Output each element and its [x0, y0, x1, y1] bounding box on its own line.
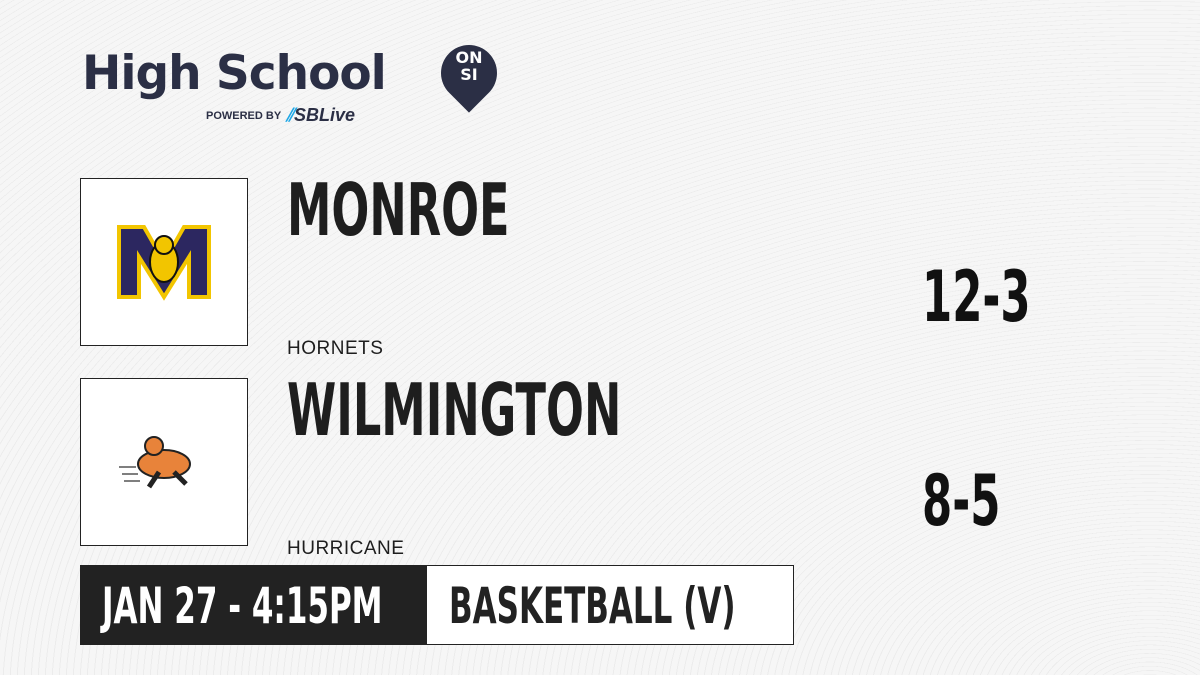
game-datetime: JAN 27 - 4:15PM [80, 565, 426, 645]
away-team-name: WILMINGTON [287, 368, 622, 452]
partner-logo: ⫽SBLive [286, 105, 355, 126]
away-team-mascot: HURRICANE [287, 538, 405, 559]
home-team-name: MONROE [287, 168, 510, 252]
away-team-logo [80, 378, 248, 546]
datetime-text: JAN 27 - 4:15PM [102, 577, 383, 635]
brand-badge: ON SI [441, 49, 497, 83]
home-team-mascot: HORNETS [287, 338, 384, 359]
home-team-record: 12-3 [922, 256, 1031, 338]
home-team-logo [80, 178, 248, 346]
game-sport: BASKETBALL (V) [426, 565, 794, 645]
partner-name: SBLive [294, 105, 356, 125]
sbl-icon: ⫽ [286, 105, 295, 125]
hornet-logo-icon [117, 225, 211, 301]
brand-title: High School [82, 46, 387, 101]
powered-by: POWERED BY [206, 110, 282, 122]
badge-bottom: SI [460, 65, 478, 84]
brand-logo: High School [82, 46, 387, 102]
badge-top: ON [455, 48, 483, 67]
sport-text: BASKETBALL (V) [449, 577, 736, 635]
away-team-record: 8-5 [922, 460, 1001, 542]
hurricane-runner-logo-icon [119, 436, 191, 489]
